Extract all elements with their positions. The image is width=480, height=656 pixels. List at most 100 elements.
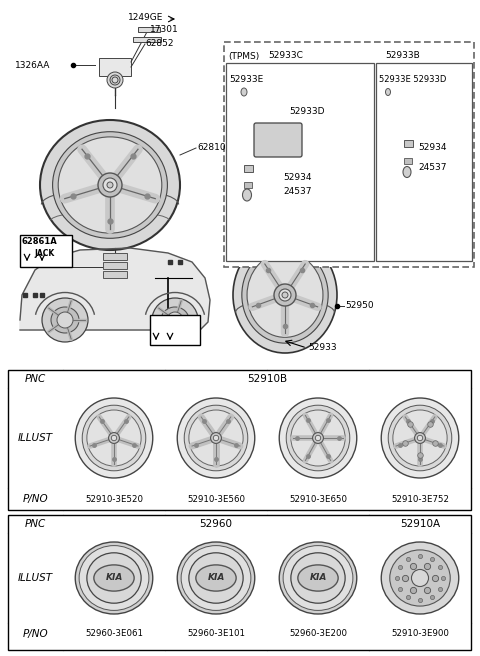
Circle shape [282, 292, 288, 298]
Circle shape [107, 182, 113, 188]
Text: 52910B: 52910B [247, 374, 287, 384]
Ellipse shape [283, 546, 353, 610]
Ellipse shape [403, 167, 411, 178]
Text: 52910-3E650: 52910-3E650 [289, 495, 347, 504]
Text: 62861A: 62861A [151, 318, 185, 327]
Text: 52933E: 52933E [229, 75, 263, 85]
Text: 52910A: 52910A [400, 519, 440, 529]
Bar [103, 271, 127, 278]
Bar [244, 182, 252, 188]
Circle shape [274, 284, 296, 306]
Ellipse shape [242, 247, 328, 343]
Text: 52960-3E061: 52960-3E061 [85, 630, 143, 638]
Ellipse shape [393, 410, 447, 466]
Circle shape [107, 72, 123, 88]
Circle shape [108, 432, 120, 443]
Bar [376, 63, 472, 261]
Ellipse shape [75, 398, 153, 478]
Ellipse shape [298, 565, 338, 591]
Bar [404, 158, 412, 164]
Text: 1326AA: 1326AA [15, 60, 50, 70]
Text: 52934: 52934 [418, 144, 446, 152]
Text: 62861A: 62861A [22, 237, 58, 247]
Circle shape [411, 569, 429, 586]
Text: 52910-3E520: 52910-3E520 [85, 495, 143, 504]
Bar [20, 235, 72, 267]
Circle shape [415, 432, 425, 443]
Ellipse shape [385, 89, 391, 96]
Ellipse shape [161, 307, 189, 333]
Circle shape [417, 436, 423, 441]
Ellipse shape [189, 410, 243, 466]
Ellipse shape [82, 405, 146, 471]
Circle shape [315, 436, 321, 441]
Text: 52934: 52934 [283, 173, 312, 182]
Circle shape [211, 432, 221, 443]
Bar [138, 27, 160, 32]
Text: 17301: 17301 [150, 26, 179, 35]
Circle shape [312, 432, 324, 443]
Text: KIA: KIA [105, 573, 123, 583]
Ellipse shape [42, 298, 88, 342]
Ellipse shape [184, 405, 248, 471]
Bar [103, 253, 127, 260]
Ellipse shape [388, 405, 452, 471]
Ellipse shape [53, 132, 168, 238]
Ellipse shape [279, 398, 357, 478]
Ellipse shape [291, 553, 345, 604]
Circle shape [98, 173, 122, 197]
Text: 52933E 52933D: 52933E 52933D [379, 75, 446, 85]
Ellipse shape [79, 546, 149, 610]
Text: 52933C: 52933C [268, 52, 303, 60]
Ellipse shape [58, 137, 162, 233]
Text: PNC: PNC [25, 374, 46, 384]
Ellipse shape [75, 542, 153, 614]
Text: 52933: 52933 [308, 344, 336, 352]
Bar [103, 262, 127, 269]
Text: KIA: KIA [309, 573, 327, 583]
Circle shape [103, 178, 117, 192]
FancyBboxPatch shape [254, 123, 302, 157]
Text: P/NO: P/NO [23, 629, 48, 639]
Text: 52933B: 52933B [385, 52, 420, 60]
Ellipse shape [247, 253, 323, 337]
Ellipse shape [241, 88, 247, 96]
Ellipse shape [181, 546, 251, 610]
Bar [8, 515, 471, 650]
Ellipse shape [291, 410, 345, 466]
Bar [226, 63, 374, 261]
Circle shape [279, 289, 291, 301]
Text: 62810: 62810 [197, 144, 226, 152]
Ellipse shape [152, 298, 198, 342]
Text: 1249GE: 1249GE [128, 14, 163, 22]
Ellipse shape [177, 398, 255, 478]
Text: 52960-3E200: 52960-3E200 [289, 630, 347, 638]
Text: 52960-3E101: 52960-3E101 [187, 630, 245, 638]
Ellipse shape [233, 237, 337, 353]
Text: 52933D: 52933D [289, 108, 324, 117]
Text: P/NO: P/NO [23, 494, 48, 504]
Text: ILLUST: ILLUST [18, 573, 53, 583]
Bar [404, 140, 413, 147]
Circle shape [112, 77, 118, 83]
Circle shape [57, 312, 73, 328]
Text: 52910-3E900: 52910-3E900 [391, 630, 449, 638]
Ellipse shape [189, 553, 243, 604]
Ellipse shape [94, 565, 134, 591]
Bar [133, 37, 161, 42]
Text: KIA: KIA [207, 573, 225, 583]
Bar [224, 42, 474, 267]
Ellipse shape [87, 410, 141, 466]
Circle shape [110, 75, 120, 85]
Ellipse shape [51, 307, 79, 333]
Ellipse shape [196, 565, 236, 591]
Ellipse shape [87, 553, 141, 604]
Text: PNC: PNC [25, 519, 46, 529]
Bar [8, 370, 471, 510]
Text: 52910-3E560: 52910-3E560 [187, 495, 245, 504]
Circle shape [111, 436, 117, 441]
Text: 52950: 52950 [345, 302, 373, 310]
Circle shape [213, 436, 219, 441]
Text: (TPMS): (TPMS) [228, 52, 259, 60]
Ellipse shape [40, 120, 180, 250]
